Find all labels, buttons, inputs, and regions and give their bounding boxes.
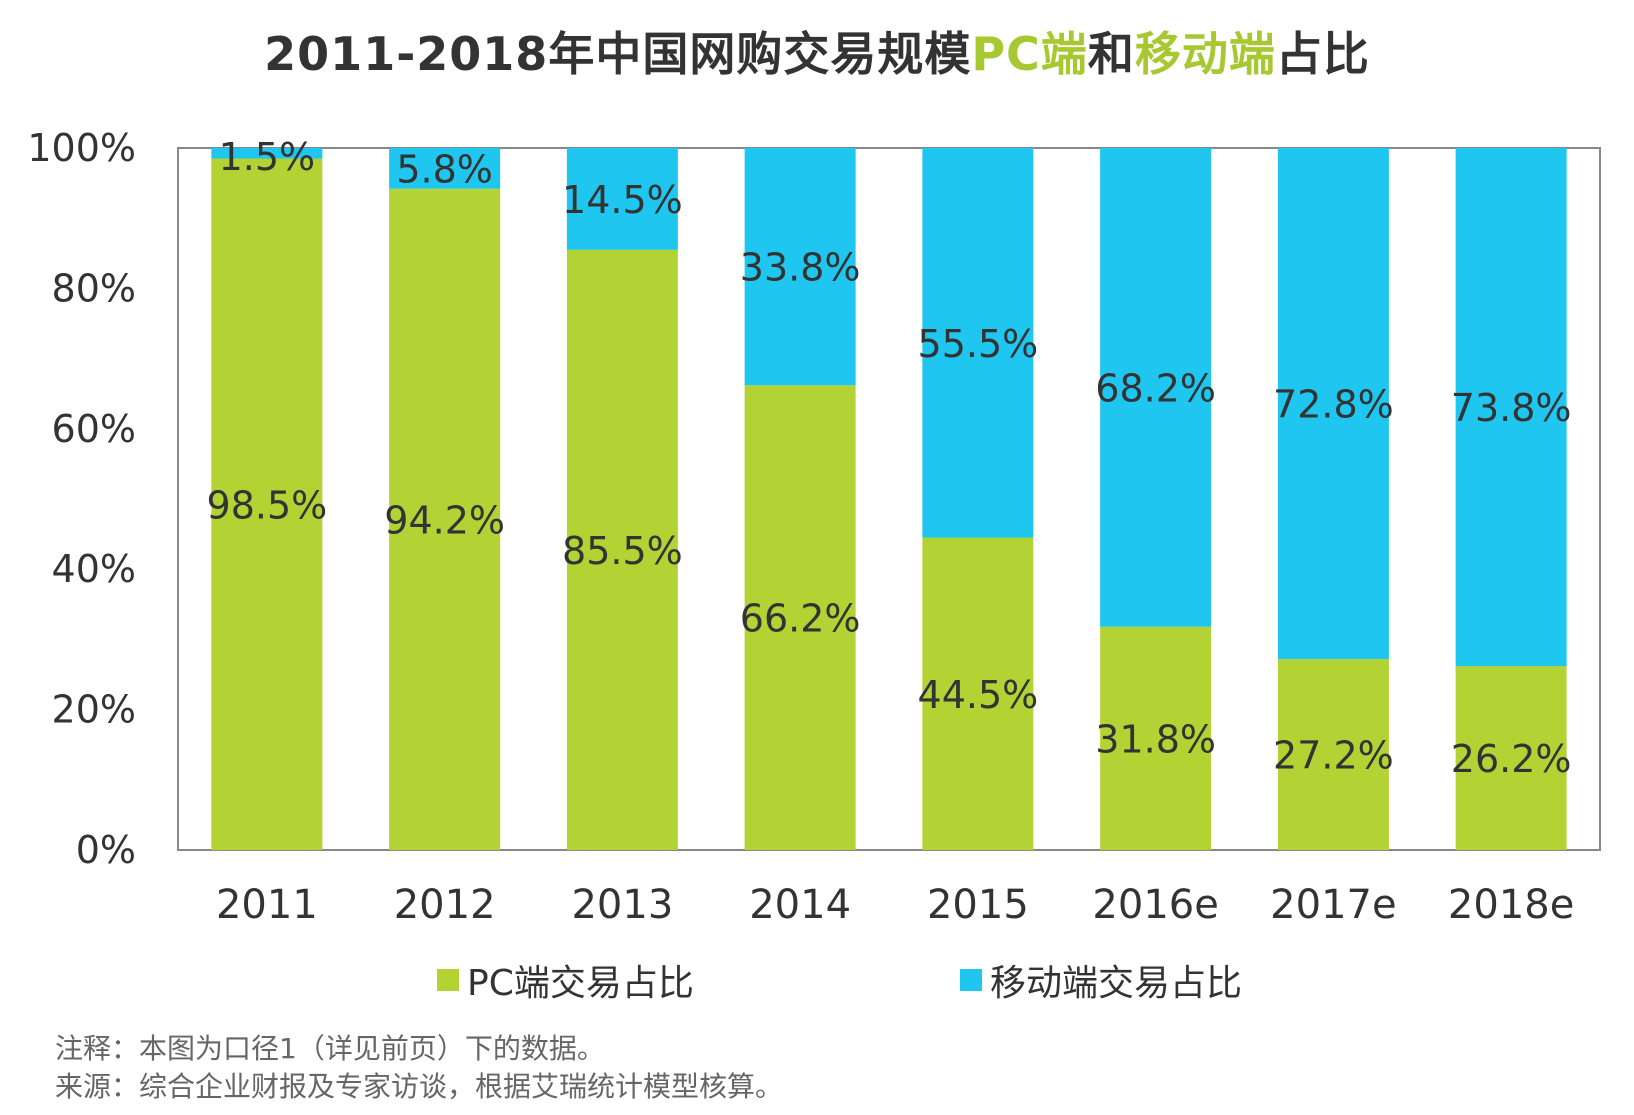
data-label-pc: 66.2% xyxy=(740,597,861,641)
data-label-mobile: 14.5% xyxy=(562,178,683,222)
data-label-mobile: 5.8% xyxy=(396,147,493,191)
x-tick-label: 2014 xyxy=(749,882,851,928)
title-part-1: 2011-2018年中国网购交易规模 xyxy=(264,27,972,81)
y-tick-label: 0% xyxy=(76,828,136,872)
data-label-pc: 94.2% xyxy=(384,498,505,542)
y-tick-label: 20% xyxy=(52,688,136,732)
title-part-pc: PC端 xyxy=(971,27,1088,81)
x-tick-label: 2012 xyxy=(394,882,496,928)
data-label-pc: 26.2% xyxy=(1451,737,1572,781)
x-tick-label: 2018e xyxy=(1448,882,1574,928)
source-text: 来源：综合企业财报及专家访谈，根据艾瑞统计模型核算。 xyxy=(55,1070,784,1103)
bar-pc xyxy=(922,537,1034,850)
bar-pc xyxy=(1100,626,1212,850)
x-tick-label: 2013 xyxy=(571,882,673,928)
data-label-pc: 85.5% xyxy=(562,529,683,573)
data-label-pc: 98.5% xyxy=(207,483,328,527)
data-label-mobile: 33.8% xyxy=(740,246,861,290)
chart-title: 2011-2018年中国网购交易规模PC端和移动端占比 xyxy=(0,18,1634,84)
bar-pc xyxy=(566,249,678,851)
legend-label-pc: PC端交易占比 xyxy=(467,963,694,1004)
bar-pc xyxy=(389,188,501,850)
data-label-mobile: 68.2% xyxy=(1095,366,1216,410)
legend-item-mobile: 移动端交易占比 xyxy=(960,958,1242,1004)
data-label-mobile: 1.5% xyxy=(219,135,316,179)
footnotes: 注释：本图为口径1（详见前页）下的数据。 来源：综合企业财报及专家访谈，根据艾瑞… xyxy=(55,1030,783,1106)
x-tick-label: 2015 xyxy=(927,882,1029,928)
plot-frame xyxy=(177,147,1601,851)
x-tick-label: 2016e xyxy=(1092,882,1218,928)
y-tick-label: 60% xyxy=(52,407,136,451)
x-tick-label: 2017e xyxy=(1270,882,1396,928)
bar-mobile xyxy=(389,148,501,189)
legend-item-pc: PC端交易占比 xyxy=(437,958,694,1004)
bar-mobile xyxy=(211,148,323,159)
data-label-pc: 27.2% xyxy=(1273,734,1394,778)
legend-swatch-pc xyxy=(437,969,459,991)
bar-mobile xyxy=(922,148,1034,538)
data-label-mobile: 72.8% xyxy=(1273,383,1394,427)
bar-mobile xyxy=(1100,148,1212,627)
bar-mobile xyxy=(566,148,678,250)
data-label-mobile: 73.8% xyxy=(1451,386,1572,430)
bar-mobile xyxy=(744,148,856,386)
title-part-share: 占比 xyxy=(1275,27,1370,81)
bar-mobile xyxy=(1277,148,1389,660)
bar-pc xyxy=(1455,666,1567,850)
y-tick-label: 40% xyxy=(52,547,136,591)
bar-mobile xyxy=(1455,148,1567,667)
bar-pc xyxy=(211,158,323,850)
y-tick-label: 80% xyxy=(52,266,136,310)
title-part-and: 和 xyxy=(1087,27,1135,81)
note-text: 注释：本图为口径1（详见前页）下的数据。 xyxy=(55,1032,605,1065)
legend-swatch-mobile xyxy=(960,969,982,991)
y-tick-label: 100% xyxy=(27,126,136,170)
data-label-pc: 44.5% xyxy=(918,673,1039,717)
x-tick-label: 2011 xyxy=(216,882,318,928)
data-label-pc: 31.8% xyxy=(1095,717,1216,761)
data-label-mobile: 55.5% xyxy=(918,322,1039,366)
bar-pc xyxy=(1277,659,1389,850)
title-part-mobile: 移动端 xyxy=(1134,27,1276,81)
legend-label-mobile: 移动端交易占比 xyxy=(990,963,1243,1004)
bar-pc xyxy=(744,385,856,850)
